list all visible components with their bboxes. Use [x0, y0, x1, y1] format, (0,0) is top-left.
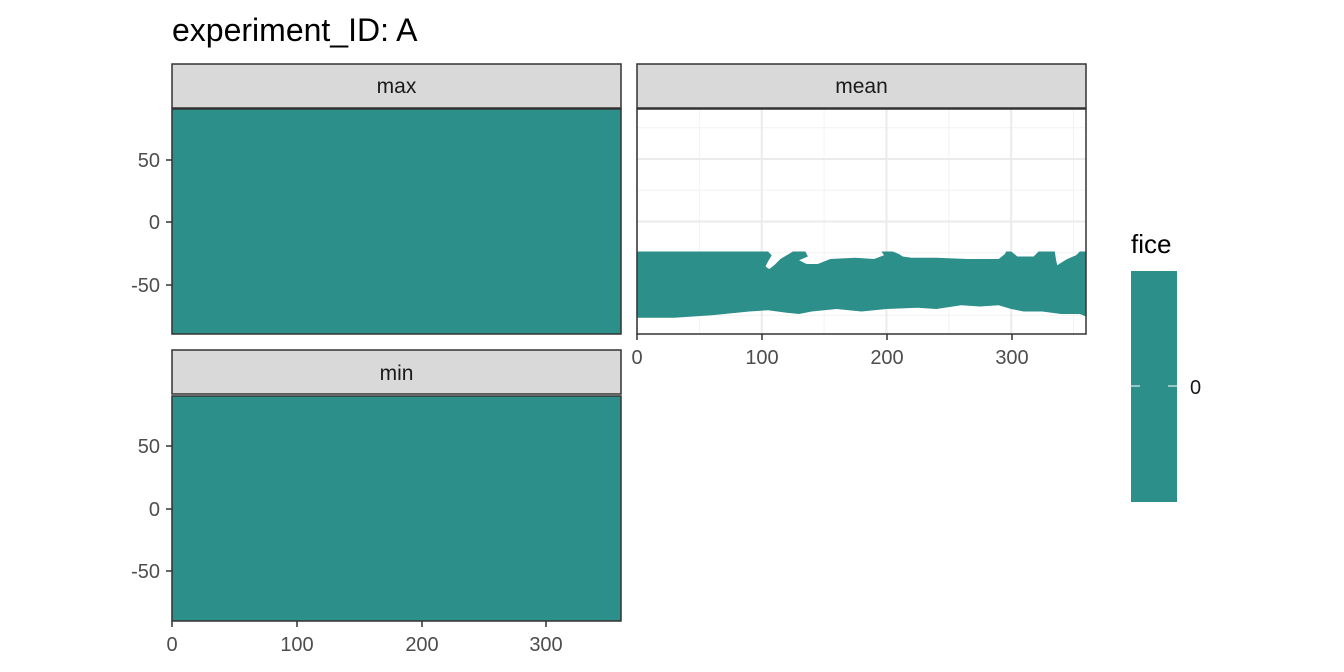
- data-min: [172, 396, 621, 621]
- x-tick-label: 0: [166, 634, 177, 656]
- legend-title: fice: [1131, 229, 1171, 259]
- x-tick-label: 200: [405, 634, 438, 656]
- panel-mean: mean 0 100 200 300: [631, 63, 1087, 369]
- data-fill-region: [172, 396, 621, 621]
- strip-mean: [636, 63, 1087, 109]
- strip-label-mean: mean: [835, 75, 888, 98]
- legend: fice 0: [1131, 229, 1201, 502]
- chart-title: experiment_ID: A: [172, 12, 418, 48]
- y-tick-label: 50: [138, 150, 160, 172]
- y-tick-label: 0: [149, 499, 160, 521]
- legend-label: 0: [1190, 377, 1201, 399]
- x-tick-label: 100: [280, 634, 313, 656]
- y-tick-label: 0: [149, 212, 160, 234]
- panel-min: min 50 0 -50 0 100 200 300: [131, 349, 622, 656]
- data-max: [172, 109, 621, 334]
- strip-min: [171, 349, 622, 395]
- data-mean: [637, 251, 1086, 318]
- strip-label-max: max: [377, 75, 417, 98]
- y-tick-label: 50: [138, 436, 160, 458]
- x-tick-label: 0: [631, 347, 642, 369]
- x-axis-min: 0 100 200 300: [166, 621, 563, 656]
- y-axis-min: 50 0 -50: [131, 436, 172, 583]
- x-tick-label: 300: [529, 634, 562, 656]
- x-tick-label: 300: [995, 347, 1028, 369]
- x-tick-label: 200: [870, 347, 903, 369]
- panel-border-mean: [636, 108, 1087, 335]
- panel-max: max 50 0 -50: [131, 63, 622, 335]
- y-axis-max: 50 0 -50: [131, 150, 172, 297]
- strip-max: [171, 63, 622, 109]
- x-axis-mean: 0 100 200 300: [631, 334, 1029, 369]
- x-tick-label: 100: [745, 347, 778, 369]
- strip-label-min: min: [380, 362, 414, 385]
- data-fill-region: [637, 251, 1086, 318]
- y-tick-label: -50: [131, 561, 160, 583]
- data-fill-region: [172, 109, 621, 334]
- y-tick-label: -50: [131, 275, 160, 297]
